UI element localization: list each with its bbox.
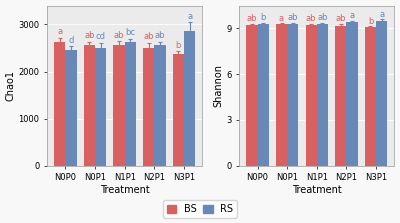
Text: ab: ab — [336, 14, 346, 23]
Bar — [276, 24, 287, 166]
Bar — [258, 25, 269, 166]
Bar — [184, 31, 195, 166]
Y-axis label: Chao1: Chao1 — [6, 70, 16, 101]
Bar — [287, 24, 298, 166]
Text: ab: ab — [317, 13, 328, 22]
X-axis label: Treatment: Treatment — [100, 185, 150, 195]
Text: a: a — [350, 11, 355, 20]
Bar — [95, 48, 106, 166]
Text: b: b — [176, 41, 181, 50]
Bar — [306, 25, 317, 166]
Text: ab: ab — [288, 13, 298, 22]
Text: a: a — [187, 12, 192, 21]
Text: ab: ab — [84, 31, 95, 40]
Bar — [54, 42, 66, 166]
Bar — [335, 26, 346, 166]
Text: a: a — [379, 10, 384, 19]
Bar — [84, 45, 95, 166]
Text: b: b — [260, 13, 266, 23]
Legend: BS, RS: BS, RS — [163, 200, 237, 218]
Text: b: b — [368, 17, 373, 26]
Text: d: d — [68, 36, 74, 45]
Text: cd: cd — [96, 32, 106, 41]
Bar — [66, 50, 77, 166]
X-axis label: Treatment: Treatment — [292, 185, 342, 195]
Bar — [346, 22, 358, 166]
Y-axis label: Shannon: Shannon — [214, 64, 224, 107]
Text: a: a — [57, 27, 62, 36]
Text: ab: ab — [306, 14, 316, 23]
Bar — [376, 21, 387, 166]
Text: ab: ab — [114, 31, 124, 40]
Bar — [154, 45, 166, 166]
Text: ab: ab — [155, 31, 165, 40]
Bar — [317, 24, 328, 166]
Bar — [143, 48, 154, 166]
Bar — [365, 27, 376, 166]
Text: ab: ab — [247, 14, 257, 23]
Bar — [246, 25, 258, 166]
Text: bc: bc — [125, 28, 135, 37]
Text: ab: ab — [144, 32, 154, 41]
Text: a: a — [279, 14, 284, 23]
Bar — [125, 42, 136, 166]
Bar — [173, 54, 184, 166]
Bar — [114, 45, 125, 166]
